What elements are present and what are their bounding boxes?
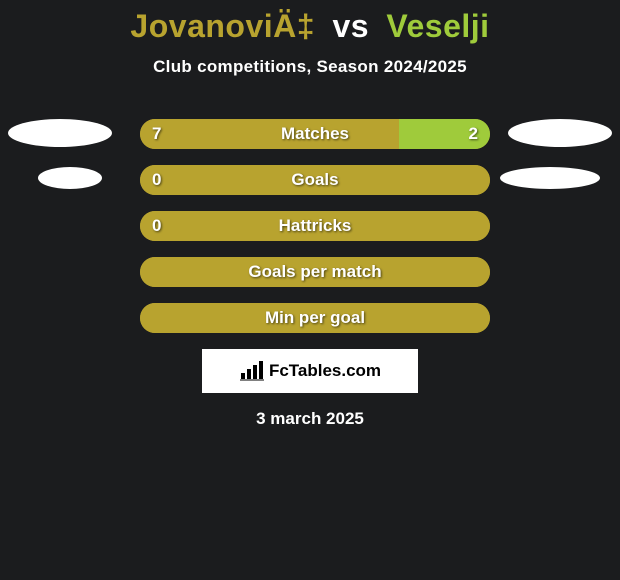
infographic-container: JovanoviÄ‡ vs Veselji Club competitions,… [0,0,620,580]
logo-inner: FcTables.com [239,361,381,381]
title-player2: Veselji [386,8,489,44]
page-title: JovanoviÄ‡ vs Veselji [0,0,620,45]
title-player1: JovanoviÄ‡ [130,8,315,44]
stat-row: Goals per match [0,257,620,287]
bar-track [140,211,490,241]
bar-track [140,257,490,287]
stat-row: Min per goal [0,303,620,333]
bar-chart-icon [239,361,265,381]
bar-track [140,303,490,333]
bar-left [140,211,490,241]
chart-area: Matches72 Goals0 Hattricks0 Goals per match… [0,119,620,429]
title-vs: vs [332,8,369,44]
logo-text: FcTables.com [269,361,381,381]
bar-left [140,257,490,287]
stat-row: Matches72 [0,119,620,149]
subtitle-text: Club competitions, Season 2024/2025 [0,57,620,77]
bar-left [140,303,490,333]
logo-box: FcTables.com [202,349,418,393]
bar-left [140,165,490,195]
bar-track [140,165,490,195]
stat-row: Hattricks0 [0,211,620,241]
stat-row: Goals0 [0,165,620,195]
bar-right [399,119,490,149]
date-text: 3 march 2025 [0,409,620,429]
stat-rows: Matches72 Goals0 Hattricks0 Goals per match… [0,119,620,333]
bar-left [140,119,399,149]
bar-track [140,119,490,149]
